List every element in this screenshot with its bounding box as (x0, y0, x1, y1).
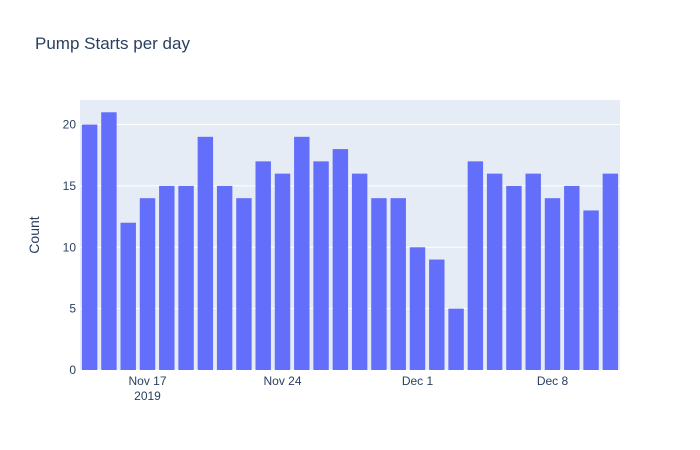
bars (81, 112, 619, 370)
bar (294, 136, 310, 370)
y-axis-ticks: 0 5 10 15 20 (63, 118, 77, 377)
bar (159, 185, 175, 370)
bar (429, 259, 445, 370)
bar (544, 198, 561, 370)
bar (120, 222, 136, 370)
bar (351, 173, 368, 370)
y-tick-label: 20 (63, 118, 77, 132)
bar (409, 247, 426, 370)
bar (390, 198, 406, 370)
bar (525, 173, 541, 370)
chart-title: Pump Starts per day (35, 34, 190, 53)
bar (467, 161, 484, 370)
bar (332, 149, 349, 370)
y-tick-label: 0 (69, 363, 76, 377)
bar (197, 136, 214, 370)
bar (178, 185, 194, 370)
x-tick-label: Nov 17 (128, 374, 166, 388)
x-tick-label: Nov 24 (263, 374, 301, 388)
bar (139, 198, 156, 370)
bar (274, 173, 291, 370)
x-tick-label: Dec 1 (402, 374, 434, 388)
bar (602, 173, 619, 370)
bar (506, 185, 522, 370)
x-tick-sublabel: 2019 (134, 389, 161, 403)
bar (448, 308, 464, 370)
y-tick-label: 10 (63, 240, 77, 254)
bar (486, 173, 503, 370)
bar (564, 185, 580, 370)
bar (216, 185, 233, 370)
y-tick-label: 15 (63, 179, 77, 193)
bar (236, 198, 252, 370)
x-tick-label: Dec 8 (537, 374, 569, 388)
y-tick-label: 5 (69, 302, 76, 316)
bar (81, 124, 98, 370)
bar (583, 210, 599, 370)
y-axis-title: Count (26, 216, 42, 253)
bar (101, 112, 117, 370)
bar (313, 161, 329, 370)
bar (255, 161, 271, 370)
bar (371, 198, 387, 370)
